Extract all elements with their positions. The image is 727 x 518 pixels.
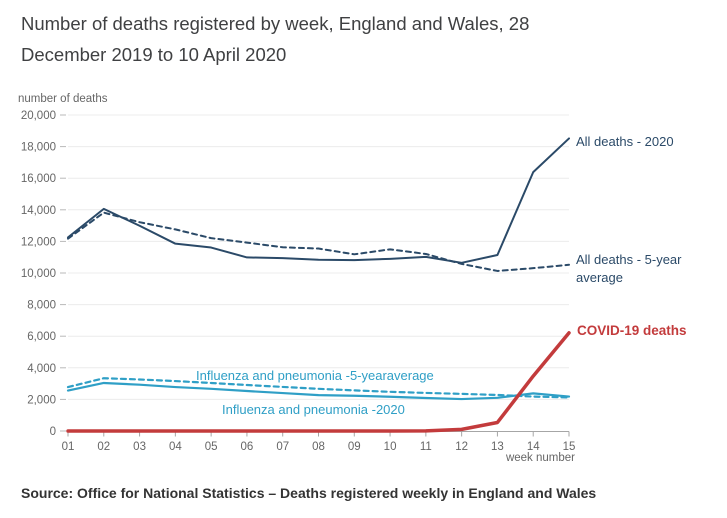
svg-text:18,000: 18,000 — [21, 142, 56, 154]
svg-text:15: 15 — [563, 441, 576, 453]
svg-text:14,000: 14,000 — [21, 205, 56, 217]
svg-text:07: 07 — [276, 441, 289, 453]
source-attribution: Source: Office for National Statistics –… — [21, 485, 597, 501]
svg-text:04: 04 — [169, 441, 182, 453]
y-axis-title: number of deaths — [18, 93, 108, 105]
series-label-all-deaths-5-year-average: All deaths - 5-year average — [576, 252, 682, 285]
svg-text:06: 06 — [241, 441, 254, 453]
svg-text:13: 13 — [491, 441, 504, 453]
svg-text:16,000: 16,000 — [21, 173, 56, 185]
svg-text:4,000: 4,000 — [27, 363, 56, 375]
svg-text:01: 01 — [62, 441, 75, 453]
series-label-influenza-pneumonia-2020: Influenza and pneumonia -2020 — [222, 402, 405, 417]
svg-text:2,000: 2,000 — [27, 394, 56, 406]
svg-text:11: 11 — [420, 441, 432, 453]
svg-text:10: 10 — [384, 441, 397, 453]
svg-text:03: 03 — [133, 441, 146, 453]
series-label-covid-19-deaths: COVID-19 deaths — [577, 323, 687, 338]
svg-text:20,000: 20,000 — [21, 110, 56, 122]
svg-text:08: 08 — [312, 441, 325, 453]
series-label-influenza-pneumonia-5-year-average: Influenza and pneumonia -5-yearaverage — [196, 368, 434, 383]
svg-text:02: 02 — [97, 441, 110, 453]
svg-text:0: 0 — [50, 426, 56, 438]
svg-text:09: 09 — [348, 441, 361, 453]
chart-title-line-1: Number of deaths registered by week, Eng… — [21, 13, 530, 34]
svg-text:8,000: 8,000 — [27, 300, 56, 312]
chart-title: Number of deaths registered by week, Eng… — [21, 8, 529, 70]
svg-text:10,000: 10,000 — [21, 268, 56, 280]
svg-text:14: 14 — [527, 441, 540, 453]
x-axis-title: week number — [505, 452, 575, 464]
svg-text:12: 12 — [455, 441, 468, 453]
chart-title-line-2: December 2019 to 10 April 2020 — [21, 44, 287, 65]
svg-text:12,000: 12,000 — [21, 236, 56, 248]
svg-text:05: 05 — [205, 441, 218, 453]
svg-text:6,000: 6,000 — [27, 331, 56, 343]
series-label-all-deaths-2020: All deaths - 2020 — [576, 134, 674, 149]
